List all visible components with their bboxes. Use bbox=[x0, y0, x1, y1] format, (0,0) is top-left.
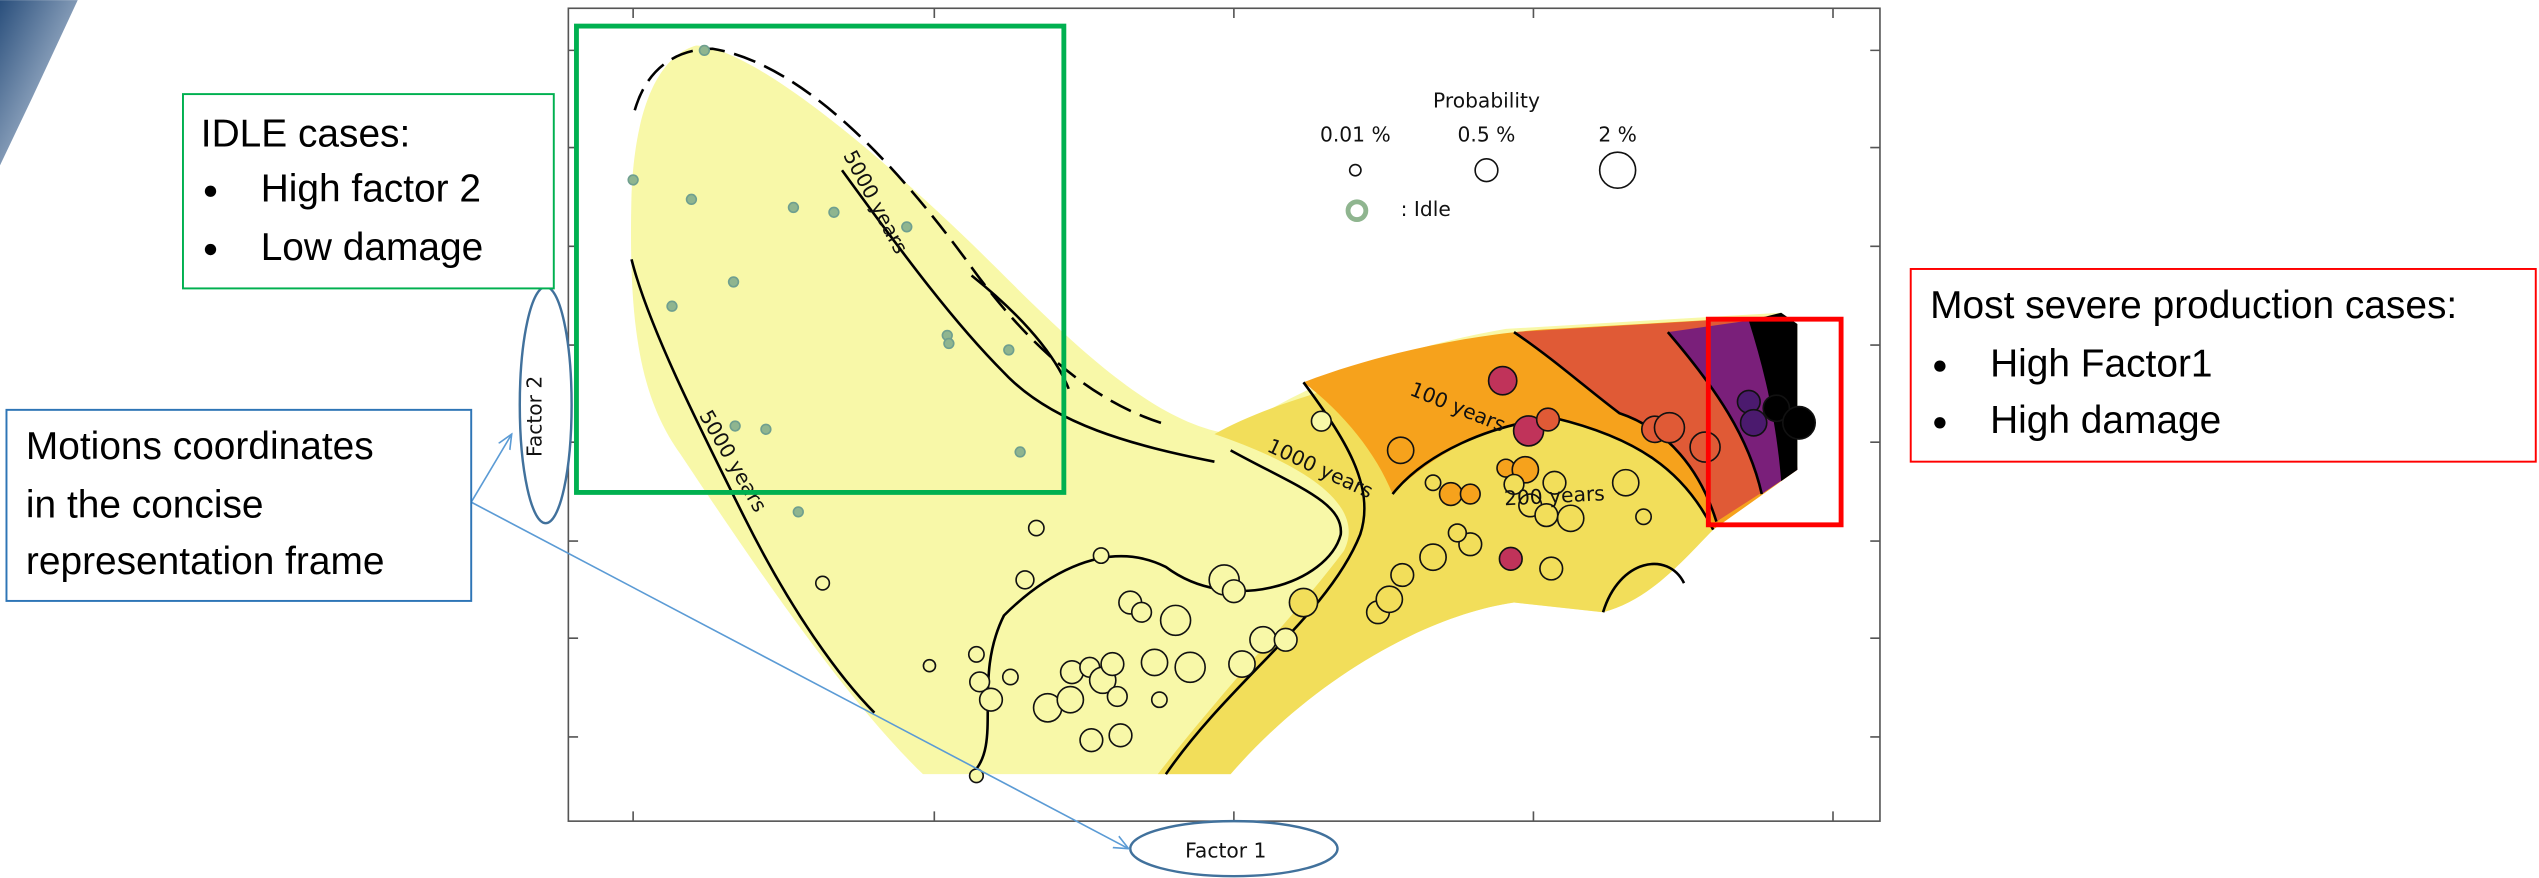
annotation-bullet: Low damage bbox=[261, 226, 484, 269]
point bbox=[1420, 544, 1446, 570]
point bbox=[1161, 605, 1191, 635]
annotation-title: Most severe production cases: bbox=[1930, 284, 2457, 327]
point bbox=[1080, 729, 1103, 752]
point bbox=[829, 207, 839, 217]
point bbox=[1223, 580, 1246, 603]
point bbox=[1783, 407, 1815, 439]
legend-label: : Idle bbox=[1401, 197, 1451, 221]
point bbox=[1107, 687, 1127, 707]
annotation-bullet: High factor 2 bbox=[261, 168, 481, 211]
point bbox=[793, 507, 803, 517]
x-axis-label: Factor 1 bbox=[1185, 838, 1266, 862]
annotation: Most severe production cases: High Facto… bbox=[1911, 269, 2536, 462]
point bbox=[944, 339, 954, 349]
point bbox=[1636, 509, 1651, 524]
point bbox=[1499, 547, 1522, 570]
point bbox=[1057, 687, 1083, 713]
annotation-bullet: High Factor1 bbox=[1990, 342, 2212, 385]
plot-area: 5000 years 5000 years 1000 years 100 yea… bbox=[568, 8, 1880, 821]
point bbox=[761, 424, 771, 434]
point bbox=[1289, 588, 1317, 616]
annotation-line: representation frame bbox=[26, 540, 385, 583]
point bbox=[1003, 669, 1018, 684]
point bbox=[667, 301, 677, 311]
point bbox=[1004, 345, 1014, 355]
point bbox=[1093, 548, 1108, 563]
legend-label: 2 % bbox=[1598, 123, 1637, 147]
point bbox=[687, 194, 697, 204]
point bbox=[816, 576, 830, 590]
point bbox=[1613, 470, 1639, 496]
point bbox=[1152, 692, 1167, 707]
point bbox=[1425, 475, 1440, 490]
point bbox=[1537, 408, 1560, 431]
point bbox=[980, 688, 1003, 711]
point bbox=[923, 660, 935, 672]
point bbox=[1489, 367, 1517, 395]
point bbox=[1141, 649, 1167, 675]
point bbox=[730, 421, 740, 431]
point bbox=[1250, 627, 1276, 653]
point bbox=[1448, 524, 1466, 542]
annotation: IDLE cases: High factor 2 Low damage bbox=[183, 94, 554, 288]
point bbox=[700, 46, 710, 56]
point bbox=[1132, 602, 1152, 622]
point bbox=[789, 203, 799, 213]
y-axis-label: Factor 2 bbox=[522, 376, 546, 457]
point bbox=[729, 277, 739, 287]
point bbox=[1741, 410, 1767, 436]
point bbox=[1311, 411, 1331, 431]
point bbox=[1029, 520, 1044, 535]
point bbox=[1440, 483, 1463, 506]
point bbox=[628, 175, 638, 185]
point bbox=[1558, 505, 1584, 531]
point bbox=[1388, 437, 1414, 463]
point bbox=[1540, 557, 1563, 580]
point bbox=[1175, 652, 1205, 682]
legend-size bbox=[1600, 152, 1636, 188]
point bbox=[1690, 432, 1720, 462]
annotation-bullet: High damage bbox=[1990, 399, 2221, 442]
point bbox=[1229, 651, 1255, 677]
point bbox=[1460, 484, 1480, 504]
legend-label: 0.01 % bbox=[1320, 123, 1391, 147]
point bbox=[969, 647, 984, 662]
annotation: Motions coordinates in the concise repre… bbox=[6, 410, 471, 601]
point bbox=[1101, 653, 1124, 676]
decoration bbox=[0, 0, 78, 165]
point bbox=[1016, 571, 1034, 589]
point bbox=[1654, 413, 1684, 443]
legend-label: 0.5 % bbox=[1458, 123, 1516, 147]
point bbox=[1391, 564, 1414, 587]
annotation-line: in the concise bbox=[26, 483, 264, 526]
slide: 5000 years 5000 years 1000 years 100 yea… bbox=[0, 0, 2539, 878]
annotation-title: IDLE cases: bbox=[201, 112, 411, 155]
legend-title: Probability bbox=[1433, 89, 1540, 113]
point bbox=[1376, 586, 1402, 612]
point bbox=[1109, 724, 1132, 747]
point bbox=[1274, 628, 1297, 651]
legend-size bbox=[1350, 165, 1361, 176]
point bbox=[1015, 447, 1025, 457]
legend-size bbox=[1475, 159, 1498, 182]
annotation-line: Motions coordinates bbox=[26, 425, 374, 468]
